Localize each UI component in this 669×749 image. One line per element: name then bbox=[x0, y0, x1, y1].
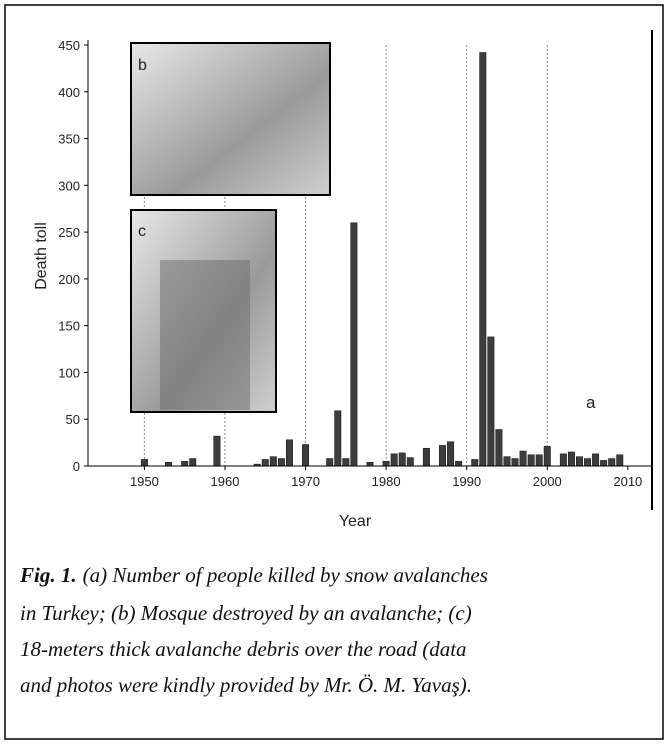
bar bbox=[439, 445, 446, 467]
x-tick-label: 1990 bbox=[452, 474, 481, 489]
bar bbox=[479, 52, 487, 467]
x-tick-label: 2010 bbox=[613, 474, 642, 489]
bar bbox=[181, 461, 189, 467]
bar bbox=[285, 439, 293, 467]
photo-road bbox=[160, 260, 250, 410]
caption-line: and photos were kindly provided by Mr. Ö… bbox=[20, 673, 472, 697]
caption-line: Fig. 1. (a) Number of people killed by sn… bbox=[19, 563, 488, 587]
bar bbox=[535, 454, 543, 467]
caption-line: in Turkey; (b) Mosque destroyed by an av… bbox=[20, 601, 472, 625]
x-tick-label: 1950 bbox=[130, 474, 159, 489]
bar bbox=[495, 429, 503, 467]
bar bbox=[527, 454, 535, 467]
bar bbox=[390, 453, 398, 467]
bar bbox=[503, 456, 511, 467]
figure-border bbox=[4, 4, 664, 740]
photo-mosque bbox=[130, 42, 331, 196]
y-tick-label: 400 bbox=[58, 85, 80, 100]
bar bbox=[269, 456, 277, 467]
bar bbox=[471, 459, 479, 467]
caption-line: 18-meters thick avalanche debris over th… bbox=[20, 637, 467, 661]
bar bbox=[584, 458, 592, 467]
bar bbox=[165, 462, 173, 467]
y-tick-label: 0 bbox=[73, 459, 80, 474]
bar bbox=[366, 462, 374, 467]
x-tick-label: 1970 bbox=[291, 474, 320, 489]
bar bbox=[302, 444, 310, 467]
y-tick-label: 350 bbox=[58, 132, 80, 147]
caption-text: (a) Number of people killed by snow aval… bbox=[83, 563, 488, 587]
bar bbox=[140, 459, 148, 467]
annotation: a bbox=[586, 393, 596, 412]
bar bbox=[616, 454, 624, 467]
bar bbox=[455, 461, 463, 467]
annotation: b bbox=[138, 57, 147, 74]
y-tick-label: 100 bbox=[58, 365, 80, 380]
x-axis-label: Year bbox=[339, 513, 372, 530]
bar bbox=[576, 456, 583, 467]
bar bbox=[608, 458, 616, 467]
y-tick-label: 250 bbox=[58, 225, 80, 240]
y-tick-label: 150 bbox=[58, 319, 80, 334]
bar bbox=[543, 446, 551, 467]
bar bbox=[406, 457, 414, 467]
bar bbox=[189, 458, 197, 467]
bar bbox=[342, 458, 350, 467]
bar bbox=[422, 447, 430, 467]
bar bbox=[213, 435, 221, 467]
y-axis-label: Death toll bbox=[33, 222, 50, 290]
y-tick-label: 200 bbox=[58, 272, 80, 287]
bar bbox=[277, 458, 285, 467]
bar bbox=[592, 453, 600, 467]
x-tick-label: 2000 bbox=[533, 474, 562, 489]
bar bbox=[398, 452, 406, 467]
bar bbox=[600, 460, 608, 467]
bar bbox=[334, 410, 342, 467]
caption-label: Fig. 1. bbox=[19, 563, 77, 587]
bar bbox=[519, 450, 527, 467]
bar bbox=[487, 336, 495, 467]
x-tick-label: 1960 bbox=[211, 474, 240, 489]
bar bbox=[261, 459, 269, 467]
caption: Fig. 1. (a) Number of people killed by sn… bbox=[19, 563, 488, 697]
bar bbox=[350, 222, 358, 467]
y-tick-label: 300 bbox=[58, 178, 80, 193]
y-tick-label: 450 bbox=[58, 38, 80, 53]
bar bbox=[559, 453, 567, 467]
bar bbox=[567, 451, 575, 467]
x-tick-label: 1980 bbox=[372, 474, 401, 489]
bar bbox=[447, 441, 455, 467]
bar bbox=[382, 461, 390, 467]
annotation: c bbox=[138, 223, 146, 240]
bar bbox=[326, 458, 334, 467]
bar bbox=[511, 458, 519, 467]
y-tick-label: 50 bbox=[66, 412, 80, 427]
